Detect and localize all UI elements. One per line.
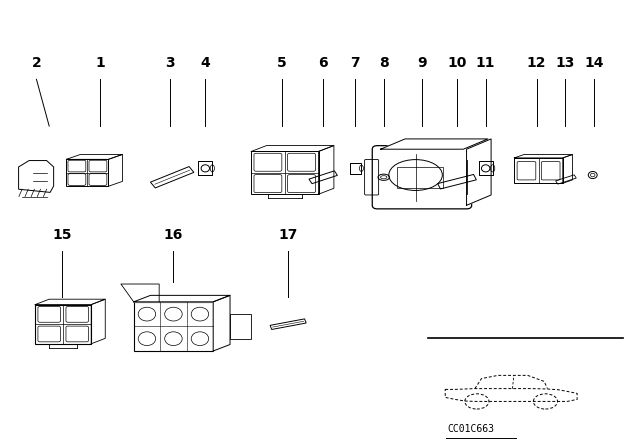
Text: 9: 9 xyxy=(417,56,427,70)
Polygon shape xyxy=(213,295,230,351)
Bar xyxy=(350,163,362,174)
Bar xyxy=(67,159,108,186)
Bar xyxy=(252,151,319,194)
Text: 3: 3 xyxy=(166,56,175,70)
Text: 17: 17 xyxy=(278,228,298,242)
Text: 12: 12 xyxy=(527,56,547,70)
Text: 2: 2 xyxy=(31,56,42,70)
Text: 5: 5 xyxy=(277,56,287,70)
Text: 8: 8 xyxy=(379,56,388,70)
Text: 14: 14 xyxy=(584,56,604,70)
Bar xyxy=(515,158,563,183)
Bar xyxy=(198,161,212,176)
Text: 1: 1 xyxy=(95,56,105,70)
Text: 16: 16 xyxy=(164,228,183,242)
Polygon shape xyxy=(467,139,491,205)
Text: CC01C663: CC01C663 xyxy=(447,424,495,434)
Bar xyxy=(479,161,493,176)
Polygon shape xyxy=(134,295,230,302)
Text: 6: 6 xyxy=(318,56,328,70)
Bar xyxy=(35,305,92,344)
Text: 7: 7 xyxy=(350,56,360,70)
Text: 13: 13 xyxy=(556,56,575,70)
Text: 11: 11 xyxy=(476,56,495,70)
Bar xyxy=(397,167,444,189)
Text: 15: 15 xyxy=(52,228,72,242)
Bar xyxy=(230,314,252,339)
Polygon shape xyxy=(381,139,488,149)
Text: 10: 10 xyxy=(447,56,467,70)
Text: 4: 4 xyxy=(200,56,210,70)
Bar xyxy=(134,302,213,351)
